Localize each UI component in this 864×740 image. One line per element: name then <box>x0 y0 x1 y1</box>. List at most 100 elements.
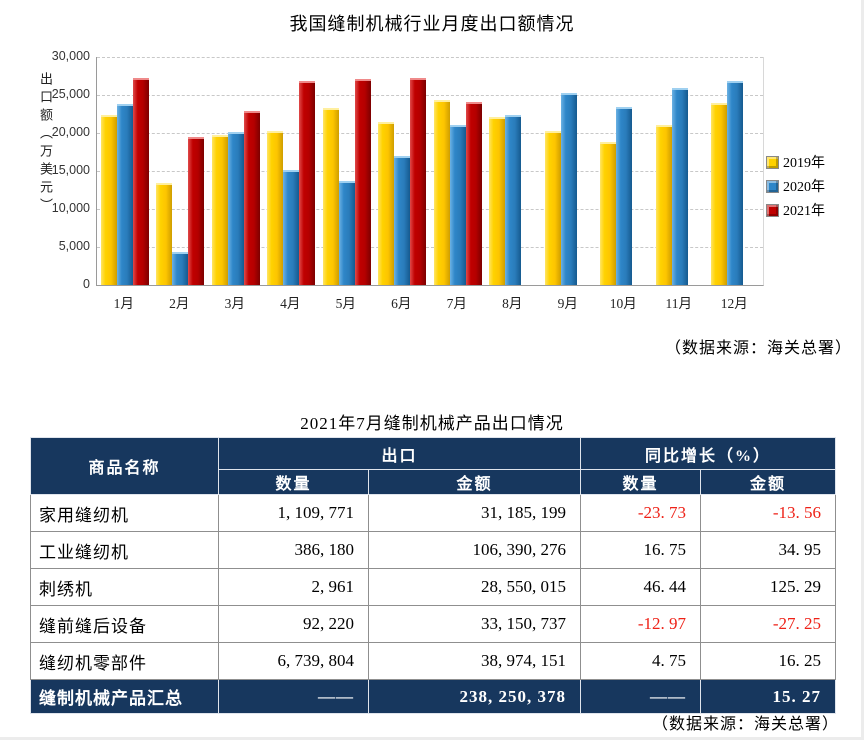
bar-2020年-6月 <box>394 156 410 285</box>
plot-area <box>96 57 764 286</box>
table-source-note: （数据来源：海关总署） <box>651 716 839 733</box>
x-tick-label: 1月 <box>113 296 134 311</box>
table-row: 工业缝纫机 386, 180 106, 390, 276 16. 75 34. 95 <box>30 531 837 569</box>
product-name-cell: 缝前缝后设备 <box>30 605 219 643</box>
gridline <box>97 133 763 134</box>
summary-yoy-amount-cell: 15. 27 <box>700 679 837 714</box>
y-tick-label: 30,000 <box>51 49 90 63</box>
table-summary-row: 缝制机械产品汇总 —— 238, 250, 378 —— 15. 27 <box>30 679 837 714</box>
gridline <box>97 95 763 96</box>
legend-item-label: 2020年 <box>783 180 825 195</box>
bar-2019年-2月 <box>156 183 172 285</box>
table-row: 刺绣机 2, 961 28, 550, 015 46. 44 125. 29 <box>30 568 837 606</box>
y-tick-label: 20,000 <box>51 125 90 139</box>
export-amount-cell: 38, 974, 151 <box>367 642 582 680</box>
x-tick-label: 7月 <box>446 296 467 311</box>
col-group-yoy: 同比增长（%） <box>580 437 837 470</box>
legend-swatch-icon <box>766 179 779 193</box>
export-qty-cell: 1, 109, 771 <box>218 494 369 532</box>
y-tick-label: 15,000 <box>51 163 90 177</box>
col-header-yoy-qty: 数量 <box>580 469 702 495</box>
bar-2020年-5月 <box>339 181 355 285</box>
y-tick-label: 5,000 <box>58 239 90 253</box>
col-header-yoy-amount: 金额 <box>700 469 837 495</box>
legend-item-2020年: 2020年 <box>766 174 825 198</box>
summary-qty-cell: —— <box>218 679 369 714</box>
col-header-qty: 数量 <box>218 469 369 495</box>
col-header-amount: 金额 <box>367 469 582 495</box>
bar-2020年-2月 <box>172 252 188 285</box>
bar-2020年-8月 <box>505 115 521 285</box>
summary-amount-cell: 238, 250, 378 <box>367 679 582 714</box>
yoy-amount-cell: 125. 29 <box>700 568 837 606</box>
export-table: 商品名称 出口 同比增长（%） 数量 金额 数量 金额 家用缝纫机 1, 109,… <box>30 437 837 714</box>
table-row: 缝前缝后设备 92, 220 33, 150, 737 -12. 97 -27. 25 <box>30 605 837 643</box>
yoy-qty-cell: 46. 44 <box>580 568 702 606</box>
bar-2020年-9月 <box>561 93 577 285</box>
bar-2021年-1月 <box>133 78 149 285</box>
chart-source-note: （数据来源：海关总署） <box>664 340 852 357</box>
summary-name-cell: 缝制机械产品汇总 <box>30 679 219 714</box>
x-tick-label: 5月 <box>335 296 356 311</box>
bar-2019年-9月 <box>545 131 561 285</box>
y-tick-label: 0 <box>83 277 90 291</box>
x-tick-label: 4月 <box>280 296 301 311</box>
export-qty-cell: 6, 739, 804 <box>218 642 369 680</box>
table-title: 2021年7月缝制机械产品出口情况 <box>300 414 564 433</box>
yoy-qty-cell: -12. 97 <box>580 605 702 643</box>
bar-2019年-4月 <box>267 131 283 285</box>
x-tick-label: 3月 <box>224 296 245 311</box>
bar-2020年-3月 <box>228 132 244 285</box>
chart-legend: 2019年 2020年 2021年 <box>766 150 825 222</box>
y-tick-label: 25,000 <box>51 87 90 101</box>
x-tick-label: 12月 <box>720 296 748 311</box>
export-qty-cell: 2, 961 <box>218 568 369 606</box>
yoy-amount-cell: 16. 25 <box>700 642 837 680</box>
gridline <box>97 57 763 58</box>
bar-2021年-7月 <box>466 102 482 285</box>
legend-swatch-icon <box>766 203 779 217</box>
bar-2019年-5月 <box>323 108 339 285</box>
bar-2019年-12月 <box>711 103 727 285</box>
bar-2020年-7月 <box>450 125 466 285</box>
x-tick-label: 8月 <box>502 296 523 311</box>
x-tick-label: 6月 <box>391 296 412 311</box>
bar-2021年-6月 <box>410 78 426 285</box>
bar-2021年-2月 <box>188 137 204 285</box>
bar-2020年-11月 <box>672 88 688 285</box>
yoy-amount-cell: -27. 25 <box>700 605 837 643</box>
bar-2021年-5月 <box>355 79 371 285</box>
x-tick-label: 2月 <box>169 296 190 311</box>
legend-swatch-icon <box>766 155 779 169</box>
legend-item-2021年: 2021年 <box>766 198 825 222</box>
yoy-qty-cell: 4. 75 <box>580 642 702 680</box>
bar-2020年-12月 <box>727 81 743 285</box>
table-row: 家用缝纫机 1, 109, 771 31, 185, 199 -23. 73 -13. … <box>30 494 837 532</box>
legend-item-2019年: 2019年 <box>766 150 825 174</box>
yoy-amount-cell: 34. 95 <box>700 531 837 569</box>
product-name-cell: 工业缝纫机 <box>30 531 219 569</box>
export-amount-cell: 31, 185, 199 <box>367 494 582 532</box>
export-amount-cell: 33, 150, 737 <box>367 605 582 643</box>
bar-2019年-10月 <box>600 142 616 285</box>
bar-2020年-10月 <box>616 107 632 285</box>
product-name-cell: 刺绣机 <box>30 568 219 606</box>
bar-2019年-8月 <box>489 117 505 285</box>
bar-2020年-4月 <box>283 170 299 285</box>
product-name-cell: 家用缝纫机 <box>30 494 219 532</box>
export-qty-cell: 92, 220 <box>218 605 369 643</box>
export-amount-cell: 28, 550, 015 <box>367 568 582 606</box>
col-group-export: 出口 <box>217 437 582 470</box>
gridline <box>97 247 763 248</box>
summary-yoy-qty-cell: —— <box>580 679 702 714</box>
product-name-cell: 缝纫机零部件 <box>30 642 219 680</box>
yoy-qty-cell: -23. 73 <box>580 494 702 532</box>
bar-2021年-4月 <box>299 81 315 285</box>
y-tick-label: 10,000 <box>51 201 90 215</box>
col-header-product: 商品名称 <box>30 437 219 495</box>
bar-2019年-11月 <box>656 125 672 285</box>
bar-2019年-7月 <box>434 100 450 285</box>
bar-2019年-3月 <box>212 135 228 285</box>
export-amount-cell: 106, 390, 276 <box>367 531 582 569</box>
